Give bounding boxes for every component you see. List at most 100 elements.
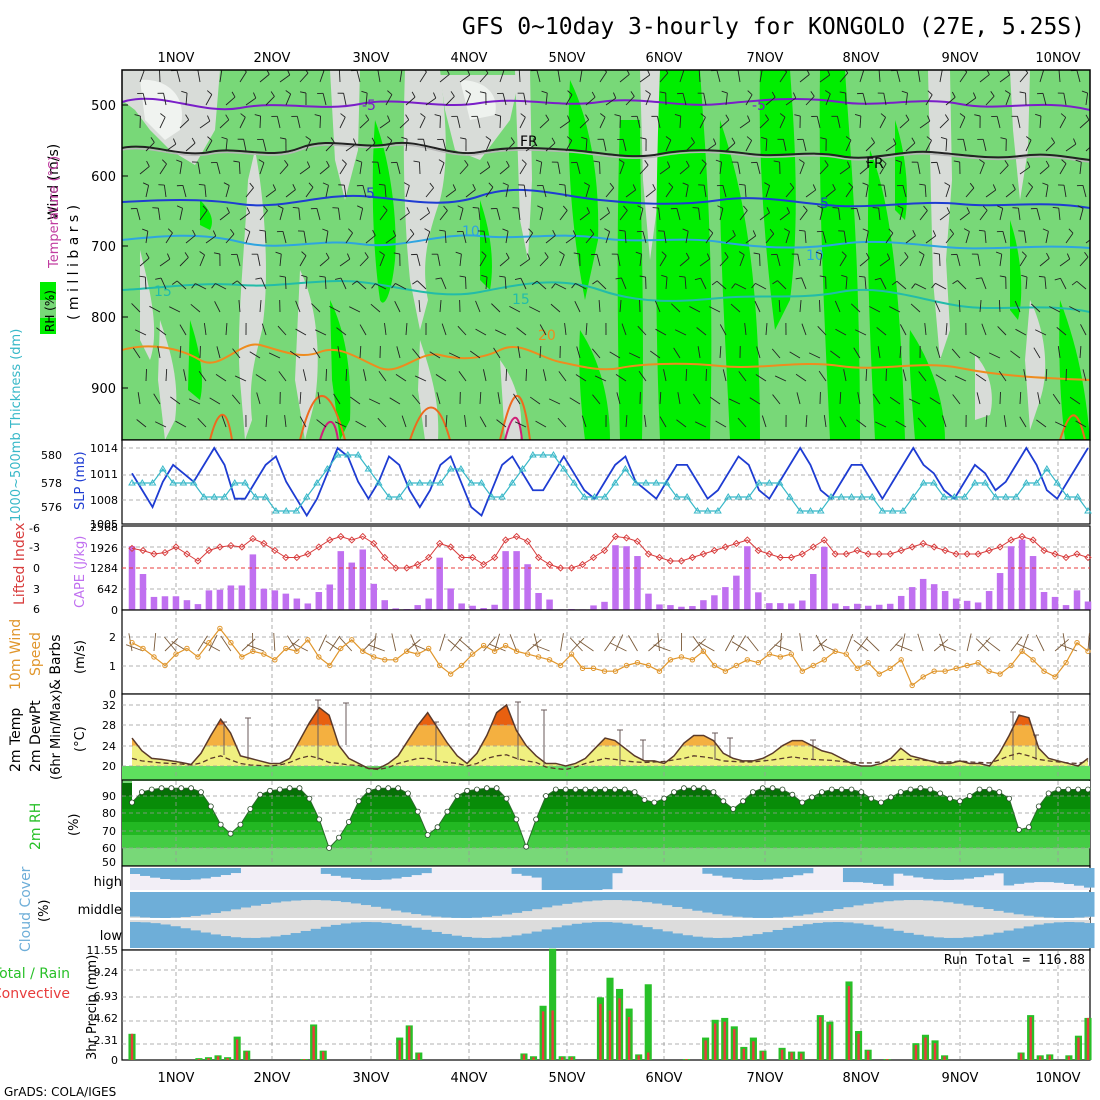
wind-barb-flag: [351, 280, 358, 285]
wind-barb: [605, 231, 611, 244]
wind-barb: [639, 74, 650, 83]
cape-bar: [370, 583, 378, 610]
wind-barb-flag: [361, 90, 368, 94]
wind-barb: [659, 391, 662, 405]
thickness-marker: [1053, 479, 1062, 486]
cloud-high-bar: [792, 868, 804, 876]
wind-barb-flag: [824, 160, 829, 166]
cloud-high-bar: [411, 868, 422, 876]
wind-speed-marker: [491, 648, 498, 654]
wind-barb: [215, 373, 227, 382]
cloud-low-bar: [1003, 930, 1015, 948]
precip-tick-label: 6.93: [94, 990, 119, 1003]
wind-barb: [834, 300, 841, 313]
wind-barb: [441, 323, 447, 336]
wind-barb-flag: [426, 207, 431, 214]
surface-wind-barb: [731, 641, 748, 652]
wind-barb-flag: [412, 280, 418, 285]
wind-barb-flag: [979, 159, 985, 164]
wind-barb-flag: [531, 280, 538, 286]
li-marker: [414, 560, 422, 569]
wind-barb: [159, 163, 167, 175]
cloud-mid-bar: [561, 892, 573, 904]
wind-barb: [899, 208, 904, 221]
wind-barb: [819, 74, 830, 83]
wind-barb-flag: [812, 184, 817, 191]
wind-barb-flag: [940, 136, 947, 140]
wind-barb-flag: [292, 184, 296, 190]
wind-barb: [225, 323, 228, 336]
wind-barb-flag: [299, 91, 307, 94]
wind-speed-marker: [645, 662, 652, 669]
cape-bars: [128, 539, 1092, 610]
wind-speed-marker: [700, 648, 707, 654]
rh-marker: [927, 786, 934, 793]
thickness-marker: [683, 493, 691, 500]
wind-barb-flag: [284, 159, 289, 166]
rh-marker: [247, 806, 254, 812]
wind-barb-flag: [779, 113, 786, 118]
wind-barb-flag: [424, 228, 430, 232]
wind-barb: [179, 208, 183, 221]
wind-speed-marker: [393, 657, 399, 663]
wind-speed-marker: [733, 662, 740, 669]
wind-barb: [279, 254, 282, 267]
wind-barb: [499, 165, 510, 175]
wind-barb-flag: [1054, 277, 1061, 281]
wind-barb: [491, 303, 501, 313]
li-tick-label: 0: [33, 562, 40, 575]
wind-barb-flag: [997, 205, 1003, 209]
wind-barb: [605, 187, 615, 198]
wind-barb: [165, 143, 177, 152]
wind-barb: [479, 391, 482, 405]
precip-convective-bar: [857, 1033, 860, 1060]
cloud-mid-bar: [853, 892, 864, 906]
surface-wind-barb: [509, 634, 518, 652]
wind-barb-flag: [142, 182, 149, 186]
thickness-marker: [570, 479, 578, 486]
precip-convective-bar: [322, 1051, 325, 1060]
precip-tick-label: 9.24: [94, 966, 119, 979]
wind-barb: [539, 345, 542, 359]
wind-barb: [476, 116, 481, 129]
cape-bar: [623, 546, 630, 610]
li-marker: [875, 550, 883, 558]
date-label: 10NOV: [1035, 1071, 1080, 1086]
wind-barb: [183, 369, 187, 382]
wind-barb: [160, 277, 167, 290]
wind-barb: [356, 280, 367, 290]
thickness-marker: [200, 493, 208, 500]
wind-barb: [259, 162, 265, 175]
wind-barb: [485, 186, 494, 198]
rh-marker: [809, 794, 815, 801]
wind-barb: [483, 231, 487, 244]
wind-barb: [969, 351, 981, 359]
wind-barb: [576, 162, 581, 175]
wind-barb-flag: [832, 183, 836, 190]
contour-label-10: 10: [462, 224, 480, 240]
cape-bar: [634, 556, 641, 610]
wind-barb: [325, 368, 328, 382]
wind-barb: [855, 329, 867, 336]
wind-barb: [478, 208, 481, 221]
wind-barb: [779, 212, 790, 221]
wind-barb: [959, 71, 968, 83]
wind-barb: [175, 420, 187, 428]
wind-barb: [317, 392, 321, 405]
wind-barb-flag: [537, 205, 543, 209]
wind-speed-marker: [667, 657, 674, 663]
wind-barb-flag: [206, 90, 213, 95]
contour-label-15: 15: [512, 292, 530, 308]
wind-barb: [343, 93, 347, 106]
wind-barb-flag: [1093, 230, 1096, 235]
wind-barb: [879, 117, 887, 129]
wind-barb: [744, 185, 747, 198]
wind-barb: [1023, 369, 1027, 382]
wind-barb-flag: [772, 280, 778, 285]
wind-barb: [302, 369, 307, 382]
cloud-mid-bar: [732, 892, 744, 917]
wind-barb-flag: [270, 91, 275, 97]
wind-barb-flag: [572, 230, 577, 237]
